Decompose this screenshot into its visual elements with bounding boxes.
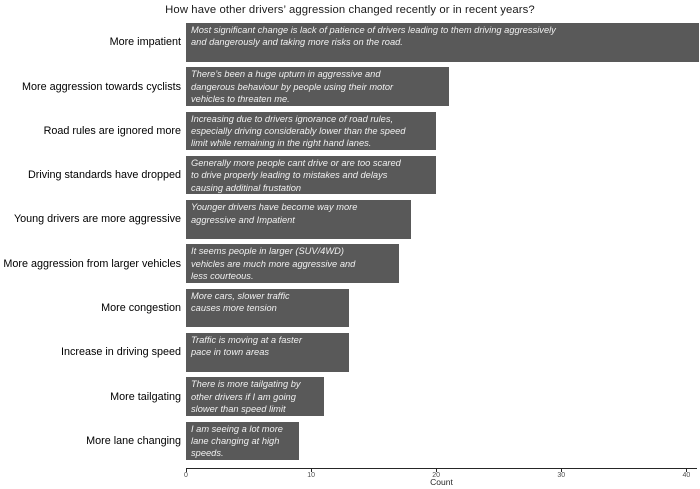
plot-area: More impatient Most significant change i…: [0, 23, 700, 466]
x-axis-line: [186, 468, 697, 469]
bar-quote: Most significant change is lack of patie…: [191, 25, 556, 48]
category-label: Increase in driving speed: [60, 346, 181, 359]
category-label: More impatient: [109, 36, 181, 49]
bar: It seems people in larger (SUV/4WD) vehi…: [186, 244, 399, 283]
chart-title: How have other drivers’ aggression chang…: [165, 4, 535, 16]
bar-row: Young drivers are more aggressive Younge…: [0, 200, 700, 239]
category-label: More lane changing: [86, 434, 181, 447]
bar-quote: Generally more people cant drive or are …: [191, 157, 401, 193]
bar-quote: I am seeing a lot more lane changing at …: [191, 423, 283, 459]
bar-row: More aggression towards cyclists There’s…: [0, 67, 700, 106]
category-label: Road rules are ignored more: [43, 124, 181, 137]
bar-row: Road rules are ignored more Increasing d…: [0, 111, 700, 151]
bar-quote: There’s been a huge upturn in aggressive…: [191, 69, 394, 105]
tick-mark-icon: [436, 469, 438, 472]
bar: More cars, slower traffic causes more te…: [186, 288, 349, 328]
category-label: Young drivers are more aggressive: [13, 213, 181, 226]
bar: I am seeing a lot more lane changing at …: [186, 421, 299, 461]
category-label: Driving standards have dropped: [27, 169, 181, 182]
bar-row: More lane changing I am seeing a lot mor…: [0, 421, 700, 461]
bar-quote: Traffic is moving at a faster pace in to…: [191, 334, 302, 358]
bar-quote: Increasing due to drivers ignorance of r…: [191, 113, 406, 149]
category-label: More tailgating: [110, 390, 181, 403]
x-tick-label: 40: [682, 472, 691, 479]
tick-mark-icon: [561, 469, 563, 472]
category-label: More aggression towards cyclists: [21, 80, 181, 93]
bar: Younger drivers have become way more agg…: [186, 200, 412, 239]
category-label: More congestion: [101, 301, 181, 314]
bar-quote: There is more tailgating by other driver…: [191, 379, 301, 415]
bar-quote: It seems people in larger (SUV/4WD) vehi…: [191, 246, 356, 282]
bar: Traffic is moving at a faster pace in to…: [186, 332, 349, 372]
bar-row: Driving standards have dropped Generally…: [0, 155, 700, 195]
bar-row: More aggression from larger vehicles It …: [0, 244, 700, 283]
bar-row: More impatient Most significant change i…: [0, 23, 700, 62]
x-tick-label: 20: [432, 472, 441, 479]
bar-quote: More cars, slower traffic causes more te…: [191, 290, 290, 314]
tick-mark-icon: [686, 469, 688, 472]
bar: Most significant change is lack of patie…: [186, 23, 699, 62]
bar-row: Increase in driving speed Traffic is mov…: [0, 332, 700, 372]
x-axis-title: Count: [430, 477, 453, 487]
bar-row: More congestion More cars, slower traffi…: [0, 288, 700, 328]
category-label: More aggression from larger vehicles: [3, 257, 181, 270]
x-tick-label: 10: [307, 472, 315, 479]
bar: There’s been a huge upturn in aggressive…: [186, 67, 449, 106]
bar: Increasing due to drivers ignorance of r…: [186, 111, 437, 151]
bar-quote: Younger drivers have become way more agg…: [191, 202, 358, 225]
bar-row: More tailgating There is more tailgating…: [0, 377, 700, 416]
x-tick-label: 30: [557, 472, 566, 479]
bar: Generally more people cant drive or are …: [186, 155, 437, 195]
x-tick-label: 0: [184, 472, 188, 479]
tick-mark-icon: [186, 469, 187, 472]
bar: There is more tailgating by other driver…: [186, 377, 324, 416]
tick-mark-icon: [311, 469, 313, 472]
